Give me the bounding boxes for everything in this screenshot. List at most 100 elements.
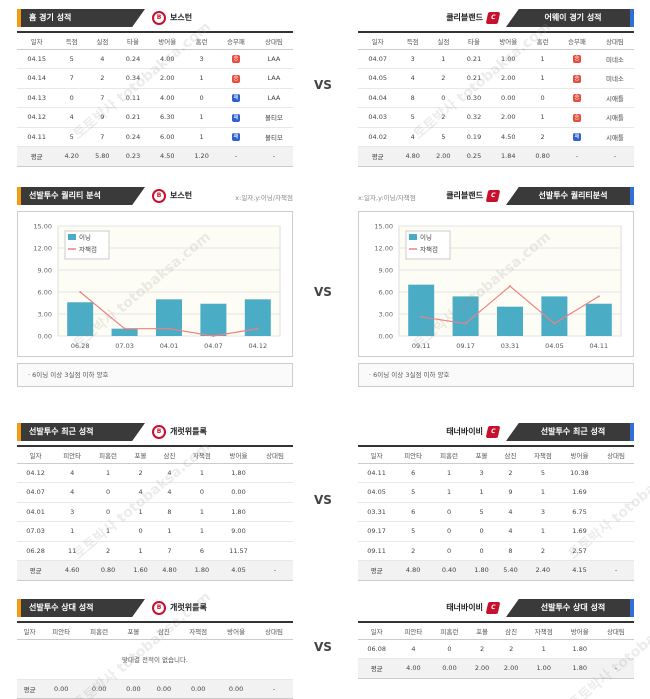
panel-badge: 어웨이 경기 성적 bbox=[506, 9, 634, 27]
cleveland-logo-icon: C bbox=[485, 12, 501, 24]
average-cell: 0.00 bbox=[179, 679, 218, 699]
line-point bbox=[464, 322, 467, 325]
table-cell: 0 bbox=[467, 541, 496, 561]
average-cell: 평균 bbox=[17, 679, 43, 699]
table-cell: 4.00 bbox=[148, 49, 187, 69]
average-cell: - bbox=[254, 146, 293, 167]
table-cell: 7 bbox=[87, 88, 118, 108]
column-header: 홈런 bbox=[527, 31, 558, 50]
column-header: 상대팀 bbox=[597, 621, 634, 640]
average-cell: 0.80 bbox=[90, 560, 127, 581]
average-cell: 2.00 bbox=[467, 658, 497, 679]
versus-right-panel: 태너바이비 C 선발투수 상대 성적 일자 피안타 피홈런 포볼 삼진 자책점 방어율 상대팀… bbox=[358, 599, 634, 694]
x-tick-label: 04.07 bbox=[204, 342, 223, 350]
column-header: 포볼 bbox=[467, 445, 496, 464]
result-badge: 패 bbox=[231, 133, 240, 142]
result-cell: 승 bbox=[557, 49, 596, 69]
average-cell: 4.80 bbox=[395, 560, 432, 581]
table-cell: 볼티모 bbox=[254, 107, 293, 128]
table-cell: 2 bbox=[428, 107, 459, 128]
table-cell: 1 bbox=[183, 521, 220, 542]
table-cell: 0 bbox=[431, 521, 468, 542]
average-cell: 1.00 bbox=[525, 658, 562, 679]
result-cell: 패 bbox=[216, 88, 255, 108]
table-cell: 7 bbox=[155, 541, 184, 561]
average-cell: 평균 bbox=[358, 146, 398, 167]
table-cell: 2.57 bbox=[560, 541, 599, 561]
table-cell: 1 bbox=[186, 68, 217, 89]
panel-header: 선발투수 상대 성적 B 개럿위틀록 bbox=[17, 599, 293, 617]
table-row: 04.12 4 9 0.21 6.30 1 패 볼티모 bbox=[17, 107, 293, 128]
y-tick-label: 12.00 bbox=[374, 245, 393, 253]
table-cell: 4 bbox=[87, 49, 118, 69]
table-cell: 8 bbox=[397, 88, 429, 108]
table-header-row: 일자 피안타 피홈런 포볼 삼진 자책점 방어율 상대팀 bbox=[358, 621, 634, 640]
panel-badge: 선발투수 상대 성적 bbox=[506, 599, 634, 617]
column-header: 일자 bbox=[17, 621, 43, 640]
table-cell bbox=[598, 463, 634, 483]
table-cell: 1 bbox=[126, 541, 155, 561]
table-cell: 04.05 bbox=[358, 482, 396, 503]
recent-left-panel: 선발투수 최근 성적 B 개럿위틀록 일자 피안타 피홈런 포볼 삼진 자책점 방어율 상대팀… bbox=[17, 423, 293, 581]
column-header: 자책점 bbox=[525, 621, 562, 640]
table-cell: 04.13 bbox=[17, 88, 57, 108]
team-name: 클리블랜드 bbox=[446, 13, 483, 22]
table-cell: 4 bbox=[54, 463, 91, 483]
column-header: 타율 bbox=[117, 31, 149, 50]
recent-right-panel: 태너바이비 C 선발투수 최근 성적 일자 피안타 피홈런 포볼 삼진 자책점 방어율 상대팀… bbox=[358, 423, 634, 581]
x-tick-label: 09.17 bbox=[456, 342, 475, 350]
y-tick-label: 9.00 bbox=[379, 267, 393, 275]
result-cell: 패 bbox=[557, 127, 596, 147]
average-cell: 4.00 bbox=[395, 658, 432, 679]
x-tick-label: 03.31 bbox=[501, 342, 520, 350]
table-cell: 2 bbox=[126, 463, 155, 483]
table-cell: 0 bbox=[431, 639, 468, 659]
table-cell: 2 bbox=[524, 541, 561, 561]
line-point bbox=[123, 327, 126, 330]
table-cell: 04.14 bbox=[17, 68, 57, 89]
table-cell: 3 bbox=[397, 49, 429, 69]
vs-label: VS bbox=[314, 640, 332, 654]
table-cell: 1 bbox=[524, 482, 561, 503]
average-cell: - bbox=[598, 560, 634, 581]
column-header: 피홈런 bbox=[90, 445, 127, 464]
panel-header: 선발투수 퀄리티 분석 B 보스턴 x:일자,y:이닝/자책점 bbox=[17, 187, 293, 205]
table-header-row: 일자 득점 실점 타율 방어율 홈런 승무패 상대팀 bbox=[358, 31, 634, 50]
bar-innings bbox=[585, 303, 612, 336]
table-cell: 2 bbox=[395, 541, 432, 561]
panel-header: 클리블랜드 C 어웨이 경기 성적 bbox=[358, 9, 634, 27]
table-cell: 2 bbox=[90, 541, 127, 561]
table-cell: 06.08 bbox=[358, 639, 396, 659]
table-cell: 0.24 bbox=[117, 127, 149, 147]
table-cell: 1 bbox=[527, 68, 558, 89]
table-cell: 미네소 bbox=[595, 68, 634, 89]
x-tick-label: 04.05 bbox=[545, 342, 564, 350]
team-label: B 보스턴 bbox=[152, 10, 192, 26]
column-header: 실점 bbox=[428, 31, 459, 50]
vs-label: VS bbox=[314, 493, 332, 507]
chart-svg: 15.00 12.00 9.00 6.00 3.00 0.00 06.28 07.03 04.0… bbox=[33, 223, 281, 350]
table-cell: 07.03 bbox=[17, 521, 55, 542]
legend-label-earned-runs: 자책점 bbox=[420, 245, 438, 254]
average-cell: 4.05 bbox=[219, 560, 258, 581]
column-header: 방어율 bbox=[561, 621, 598, 640]
team-label: 태너바이비 C bbox=[446, 424, 501, 440]
average-cell: 평균 bbox=[358, 560, 396, 581]
table-cell: 09.11 bbox=[358, 541, 396, 561]
away-record-table: 일자 득점 실점 타율 방어율 홈런 승무패 상대팀 04.07 3 1 0.21 1.00 1 승 미네소 0… bbox=[358, 31, 634, 167]
x-tick-label: 04.01 bbox=[160, 342, 179, 350]
table-cell: 5 bbox=[524, 463, 561, 483]
column-header: 삼진 bbox=[496, 445, 525, 464]
table-row: 03.31 6 0 5 4 3 6.75 bbox=[358, 502, 634, 522]
table-cell: 6.75 bbox=[560, 502, 599, 522]
column-header: 홈런 bbox=[186, 31, 217, 50]
column-header: 자책점 bbox=[524, 445, 561, 464]
table-header-row: 일자 피안타 피홈런 포볼 삼진 자책점 방어율 상대팀 bbox=[17, 621, 293, 640]
versus-left-panel: 선발투수 상대 성적 B 개럿위틀록 일자 피안타 피홈런 포볼 삼진 자책점 방어율 상대팀… bbox=[17, 599, 293, 699]
average-cell: 0.80 bbox=[527, 146, 558, 167]
table-cell: 6 bbox=[395, 463, 432, 483]
team-label: B 보스턴 bbox=[152, 188, 192, 204]
table-row: 04.03 5 2 0.32 2.00 1 승 시애틀 bbox=[358, 107, 634, 128]
table-cell: 5 bbox=[467, 502, 496, 522]
average-cell: 0.25 bbox=[458, 146, 490, 167]
